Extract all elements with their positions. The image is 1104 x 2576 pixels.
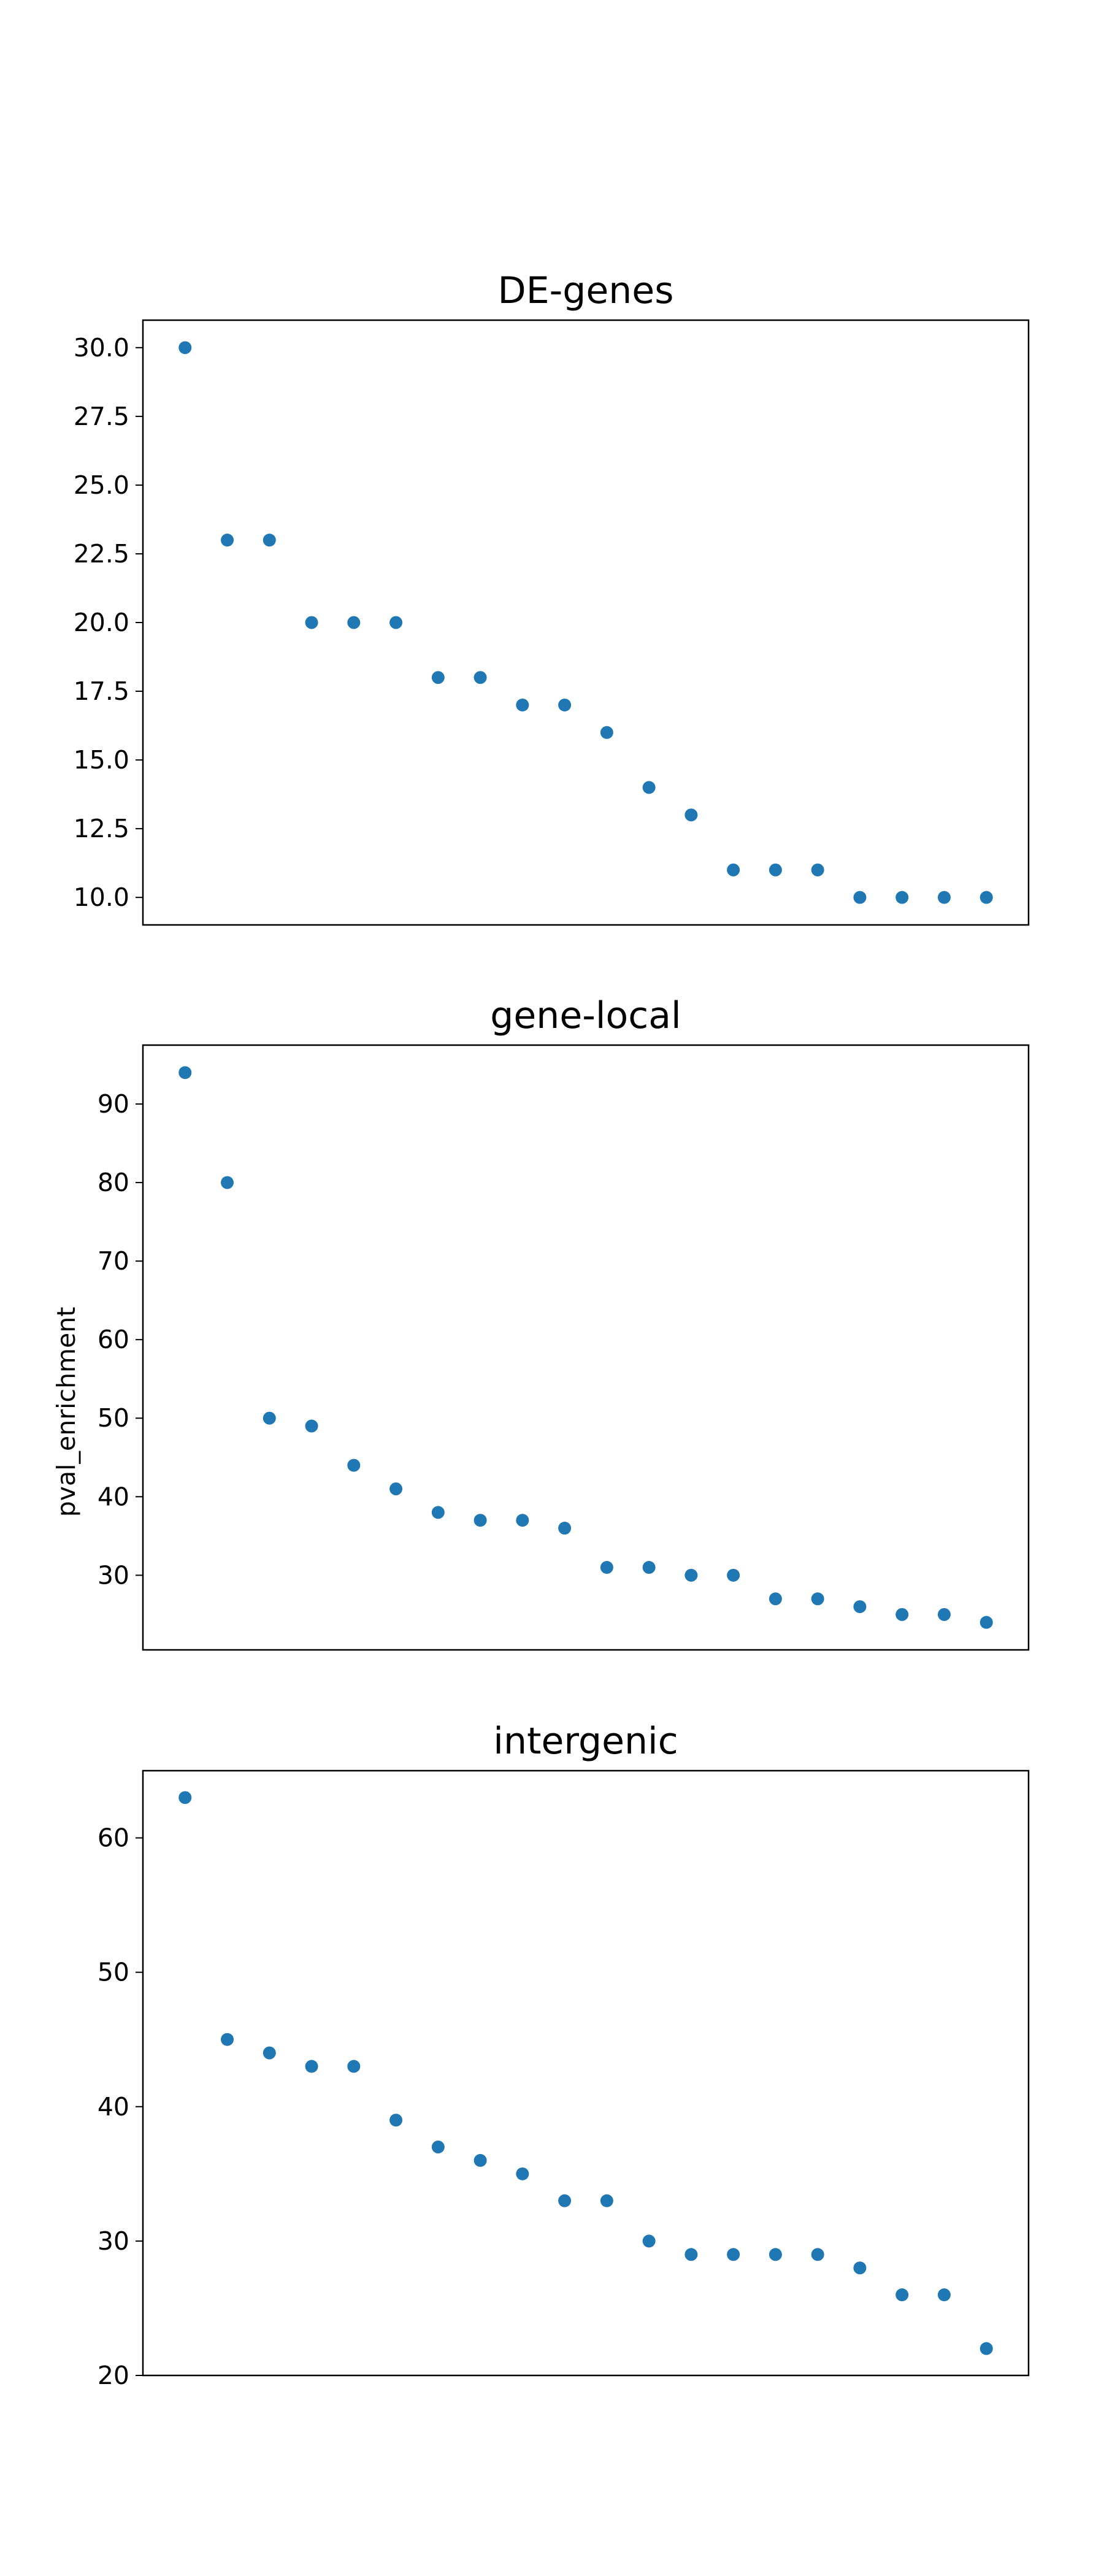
data-point xyxy=(305,1419,318,1433)
data-point xyxy=(811,863,824,876)
data-point xyxy=(979,891,993,904)
subplot-title: intergenic xyxy=(493,1720,678,1763)
data-point xyxy=(347,1459,361,1472)
y-tick-label: 50 xyxy=(98,1403,129,1433)
data-point xyxy=(600,726,613,739)
subplots: DE-genes 10.0 12.5 15.0 17.5 20.0 22.5 25.0 27.5… xyxy=(74,269,1030,2390)
y-tick-label: 10.0 xyxy=(74,883,129,912)
data-point xyxy=(642,1561,656,1574)
y-tick-label: 15.0 xyxy=(74,745,129,775)
data-point xyxy=(263,1411,276,1425)
data-point xyxy=(389,1482,403,1495)
data-point xyxy=(853,2261,867,2275)
data-point xyxy=(178,1791,192,1804)
y-tick-label: 70 xyxy=(98,1246,129,1276)
data-point xyxy=(642,2234,656,2248)
data-point xyxy=(221,1176,234,1189)
y-tick-label: 30.0 xyxy=(74,333,129,362)
data-point xyxy=(558,2194,572,2207)
data-point xyxy=(305,616,318,629)
y-tick-label: 30 xyxy=(98,2226,129,2256)
y-tick-label: 30 xyxy=(98,1560,129,1590)
data-point xyxy=(558,698,572,711)
y-tick-label: 20 xyxy=(98,2361,129,2390)
y-axis-label: pval_enrichment xyxy=(52,1307,81,1517)
data-point xyxy=(684,808,698,822)
data-point xyxy=(347,2060,361,2073)
y-tick-label: 50 xyxy=(98,1958,129,1987)
data-point xyxy=(516,698,529,711)
y-tick-label: 17.5 xyxy=(74,677,129,706)
y-tick-label: 12.5 xyxy=(74,814,129,843)
data-point xyxy=(473,2153,487,2167)
data-point xyxy=(431,2141,445,2154)
y-tick-label: 90 xyxy=(98,1089,129,1119)
y-tick-label: 80 xyxy=(98,1168,129,1197)
y-tick-label: 60 xyxy=(98,1823,129,1853)
y-tick-label: 27.5 xyxy=(74,402,129,431)
data-point xyxy=(853,891,867,904)
data-point xyxy=(263,534,276,547)
data-point xyxy=(263,2046,276,2060)
axes-frame xyxy=(142,1769,1030,2377)
data-point xyxy=(895,2288,909,2302)
data-point xyxy=(389,616,403,629)
y-tick-label: 20.0 xyxy=(74,608,129,637)
data-point xyxy=(811,2248,824,2261)
data-point xyxy=(895,1608,909,1621)
y-tick-label: 60 xyxy=(98,1325,129,1354)
data-point xyxy=(727,2248,740,2261)
data-point xyxy=(811,1592,824,1606)
data-point xyxy=(473,671,487,684)
data-point xyxy=(769,863,782,876)
y-tick-label: 40 xyxy=(98,2092,129,2122)
data-point xyxy=(979,1616,993,1629)
subplot-1: DE-genes 10.0 12.5 15.0 17.5 20.0 22.5 25.0 27.5… xyxy=(74,269,1030,926)
data-point xyxy=(937,2288,951,2302)
data-point xyxy=(769,1592,782,1606)
data-point xyxy=(727,863,740,876)
data-point xyxy=(431,671,445,684)
axes-frame xyxy=(142,319,1030,926)
data-point xyxy=(389,2114,403,2127)
data-point xyxy=(431,1506,445,1519)
data-point xyxy=(305,2060,318,2073)
data-point xyxy=(516,1514,529,1527)
data-point xyxy=(221,2033,234,2046)
data-point xyxy=(473,1514,487,1527)
data-point xyxy=(853,1600,867,1614)
subplot-3: intergenic 20 30 40 50 60 xyxy=(98,1720,1030,2390)
data-point xyxy=(558,1522,572,1535)
subplot-title: DE-genes xyxy=(498,269,674,312)
data-point xyxy=(895,891,909,904)
y-tick-label: 40 xyxy=(98,1482,129,1511)
y-tick-label: 22.5 xyxy=(74,539,129,569)
data-point xyxy=(684,1568,698,1582)
data-point xyxy=(642,781,656,794)
data-point xyxy=(221,534,234,547)
data-point xyxy=(600,1561,613,1574)
data-point xyxy=(937,891,951,904)
data-point xyxy=(347,616,361,629)
data-point xyxy=(178,341,192,355)
data-point xyxy=(979,2342,993,2355)
data-point xyxy=(937,1608,951,1621)
data-point xyxy=(178,1066,192,1079)
subplot-title: gene-local xyxy=(490,994,681,1037)
axes-frame xyxy=(142,1044,1030,1651)
y-tick-label: 25.0 xyxy=(74,470,129,500)
data-point xyxy=(600,2194,613,2207)
data-point xyxy=(727,1568,740,1582)
subplot-2: gene-local 30 40 50 60 70 80 90 xyxy=(98,994,1030,1651)
data-point xyxy=(769,2248,782,2261)
data-point xyxy=(516,2167,529,2180)
data-point xyxy=(684,2248,698,2261)
